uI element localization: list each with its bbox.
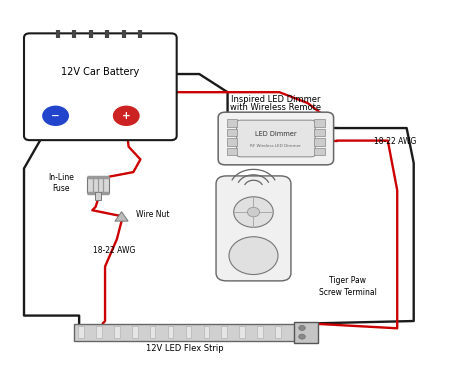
Bar bbox=[168, 326, 173, 338]
Text: 18-22 AWG: 18-22 AWG bbox=[93, 246, 136, 255]
Bar bbox=[132, 326, 137, 338]
Bar bbox=[114, 326, 119, 338]
Circle shape bbox=[299, 325, 305, 330]
FancyBboxPatch shape bbox=[218, 112, 334, 165]
Bar bbox=[227, 148, 237, 155]
Text: −: − bbox=[51, 111, 60, 121]
Text: RF Wireless LED Dimmer: RF Wireless LED Dimmer bbox=[250, 144, 301, 148]
FancyBboxPatch shape bbox=[216, 176, 291, 281]
Bar bbox=[221, 326, 227, 338]
Polygon shape bbox=[115, 212, 128, 221]
Circle shape bbox=[112, 105, 140, 127]
Text: Tiger Paw
Screw Terminal: Tiger Paw Screw Terminal bbox=[319, 276, 377, 297]
Text: +: + bbox=[122, 111, 131, 121]
Circle shape bbox=[299, 334, 305, 339]
Text: LED Dimmer: LED Dimmer bbox=[255, 131, 297, 137]
FancyBboxPatch shape bbox=[237, 120, 315, 157]
Circle shape bbox=[247, 207, 260, 217]
Bar bbox=[314, 129, 325, 136]
Bar bbox=[95, 192, 101, 199]
Circle shape bbox=[229, 237, 278, 274]
Circle shape bbox=[41, 105, 70, 127]
Bar bbox=[96, 326, 102, 338]
Bar bbox=[314, 138, 325, 146]
Text: 12V Car Battery: 12V Car Battery bbox=[61, 67, 139, 77]
Text: 18-22 AWG: 18-22 AWG bbox=[374, 137, 416, 146]
Circle shape bbox=[234, 197, 273, 227]
Bar bbox=[87, 177, 109, 193]
Text: Inspired LED Dimmer: Inspired LED Dimmer bbox=[231, 95, 320, 104]
Text: with Wireless Remote: with Wireless Remote bbox=[230, 103, 321, 112]
Bar bbox=[227, 138, 237, 146]
Bar bbox=[257, 326, 263, 338]
Text: In-Line
Fuse: In-Line Fuse bbox=[48, 173, 73, 193]
Text: 12V LED Flex Strip: 12V LED Flex Strip bbox=[146, 344, 224, 354]
Bar bbox=[203, 326, 209, 338]
Bar bbox=[314, 148, 325, 155]
Bar bbox=[74, 324, 296, 341]
Bar bbox=[150, 326, 155, 338]
Bar bbox=[293, 322, 318, 343]
Bar bbox=[186, 326, 191, 338]
FancyBboxPatch shape bbox=[24, 33, 177, 140]
Bar bbox=[78, 326, 84, 338]
Bar bbox=[275, 326, 281, 338]
Bar bbox=[314, 119, 325, 127]
Bar bbox=[227, 129, 237, 136]
Bar bbox=[227, 119, 237, 127]
Text: Wire Nut: Wire Nut bbox=[136, 210, 169, 219]
Bar bbox=[239, 326, 245, 338]
